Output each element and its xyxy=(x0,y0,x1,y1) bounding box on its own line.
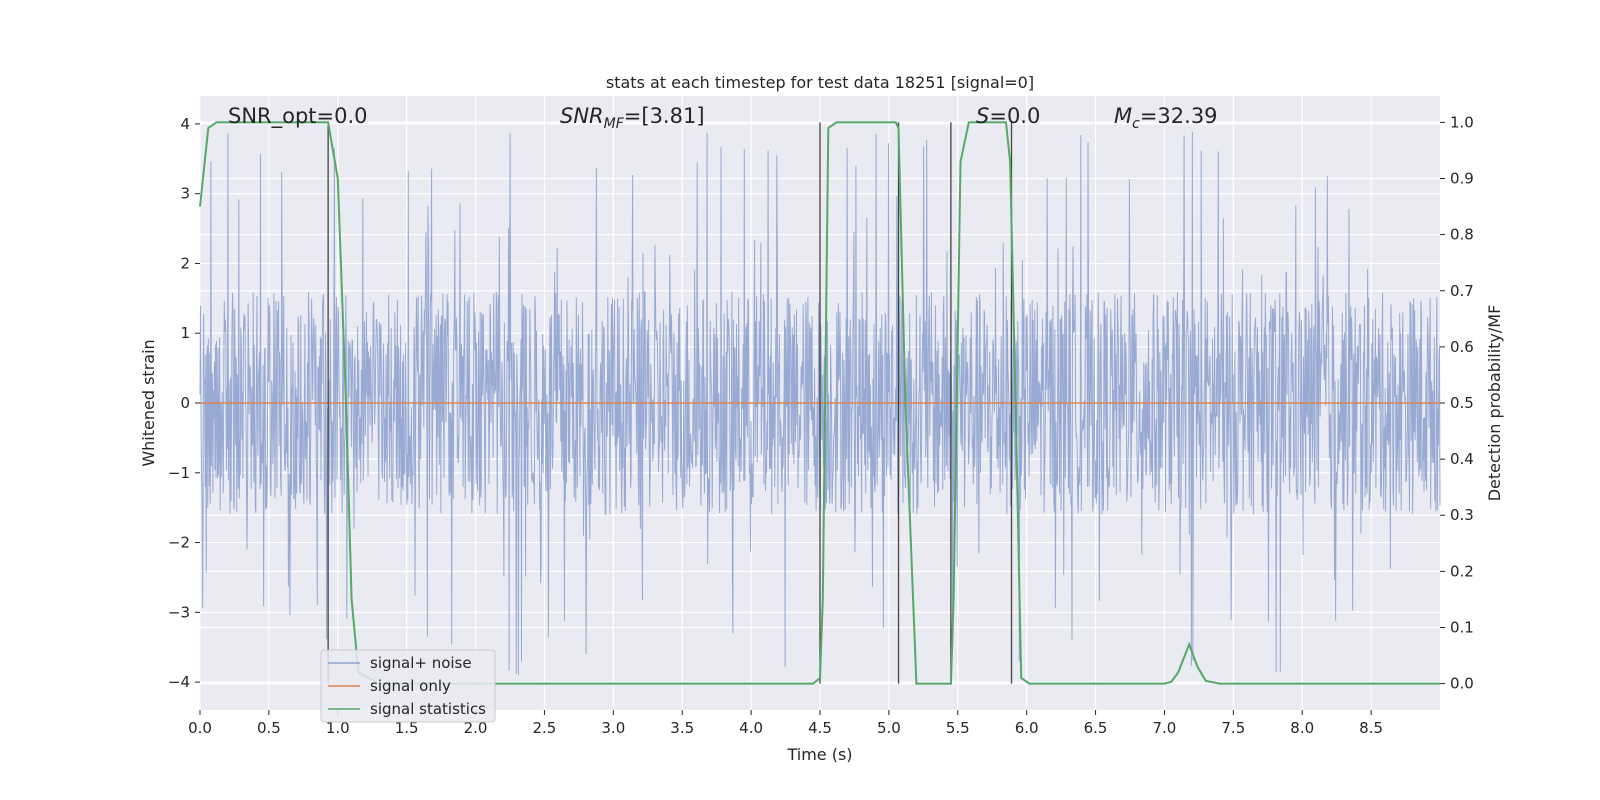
annotation-s: S=0.0 xyxy=(976,104,1040,128)
annotation-snr-mf: SNRMF=[3.81] xyxy=(560,104,705,132)
x-tick-label-12: 6.0 xyxy=(1015,719,1039,737)
y2-tick-label-10: 1.0 xyxy=(1450,113,1474,131)
y2-tick-label-4: 0.4 xyxy=(1450,450,1474,468)
legend-label-signal-only: signal only xyxy=(370,677,451,695)
x-tick-label-16: 8.0 xyxy=(1290,719,1314,737)
y-tick-label-2: −2 xyxy=(168,534,190,552)
x-tick-label-5: 2.5 xyxy=(533,719,557,737)
x-tick-label-2: 1.0 xyxy=(326,719,350,737)
x-tick-label-14: 7.0 xyxy=(1153,719,1177,737)
x-tick-label-7: 3.5 xyxy=(670,719,694,737)
x-tick-label-17: 8.5 xyxy=(1359,719,1383,737)
y2-tick-label-6: 0.6 xyxy=(1450,338,1474,356)
y-tick-label-5: 1 xyxy=(180,324,190,342)
y-tick-label-6: 2 xyxy=(180,254,190,272)
signal-statistics-line xyxy=(199,121,1440,685)
legend-label-signal-noise: signal+ noise xyxy=(370,654,472,672)
x-tick-label-3: 1.5 xyxy=(395,719,419,737)
x-tick-label-10: 5.0 xyxy=(877,719,901,737)
y-tick-label-0: −4 xyxy=(168,673,190,691)
x-tick-label-11: 5.5 xyxy=(946,719,970,737)
y-tick-label-4: 0 xyxy=(180,394,190,412)
y2-tick-label-2: 0.2 xyxy=(1450,562,1474,580)
annotation-mc: Mc=32.39 xyxy=(1114,104,1218,132)
y-axis-label: Whitened strain xyxy=(139,339,158,466)
series-signal-statistics xyxy=(199,121,1440,685)
x-tick-label-6: 3.0 xyxy=(601,719,625,737)
x-tick-label-0: 0.0 xyxy=(188,719,212,737)
y-axis-ticks: −4 −3 −2 −1 0 1 2 3 4 xyxy=(168,115,200,691)
chart-title: stats at each timestep for test data 182… xyxy=(606,73,1034,92)
x-tick-label-1: 0.5 xyxy=(257,719,281,737)
x-tick-label-8: 4.0 xyxy=(739,719,763,737)
y-tick-label-8: 4 xyxy=(180,115,190,133)
annotation-snr-opt: SNR_opt=0.0 xyxy=(228,104,368,129)
y-tick-label-3: −1 xyxy=(168,464,190,482)
x-tick-label-15: 7.5 xyxy=(1221,719,1245,737)
y2-tick-label-3: 0.3 xyxy=(1450,506,1474,524)
y-tick-label-7: 3 xyxy=(180,185,190,203)
x-tick-label-9: 4.5 xyxy=(808,719,832,737)
y2-tick-label-0: 0.0 xyxy=(1450,675,1474,693)
y2-tick-label-1: 0.1 xyxy=(1450,618,1474,636)
y2-axis-ticks: 0.0 0.1 0.2 0.3 0.4 0.5 0.6 0.7 0.8 0.9 1.0 xyxy=(1440,113,1474,693)
x-tick-label-4: 2.0 xyxy=(464,719,488,737)
x-tick-label-13: 6.5 xyxy=(1084,719,1108,737)
legend-box xyxy=(320,649,496,723)
legend-label-signal-statistics: signal statistics xyxy=(370,700,486,718)
legend: signal+ noise signal only signal statist… xyxy=(320,649,496,723)
y2-tick-label-7: 0.7 xyxy=(1450,282,1474,300)
y2-axis-label: Detection probability/MF xyxy=(1485,305,1504,502)
x-axis-ticks: 0.0 0.5 1.0 1.5 2.0 2.5 3.0 3.5 4.0 4.5 5.0 5.5 6.0 6… xyxy=(188,710,1383,737)
y2-tick-label-8: 0.8 xyxy=(1450,226,1474,244)
x-axis-label: Time (s) xyxy=(786,745,852,764)
y2-tick-label-9: 0.9 xyxy=(1450,170,1474,188)
y-tick-label-1: −3 xyxy=(168,603,190,621)
y2-tick-label-5: 0.5 xyxy=(1450,394,1474,412)
